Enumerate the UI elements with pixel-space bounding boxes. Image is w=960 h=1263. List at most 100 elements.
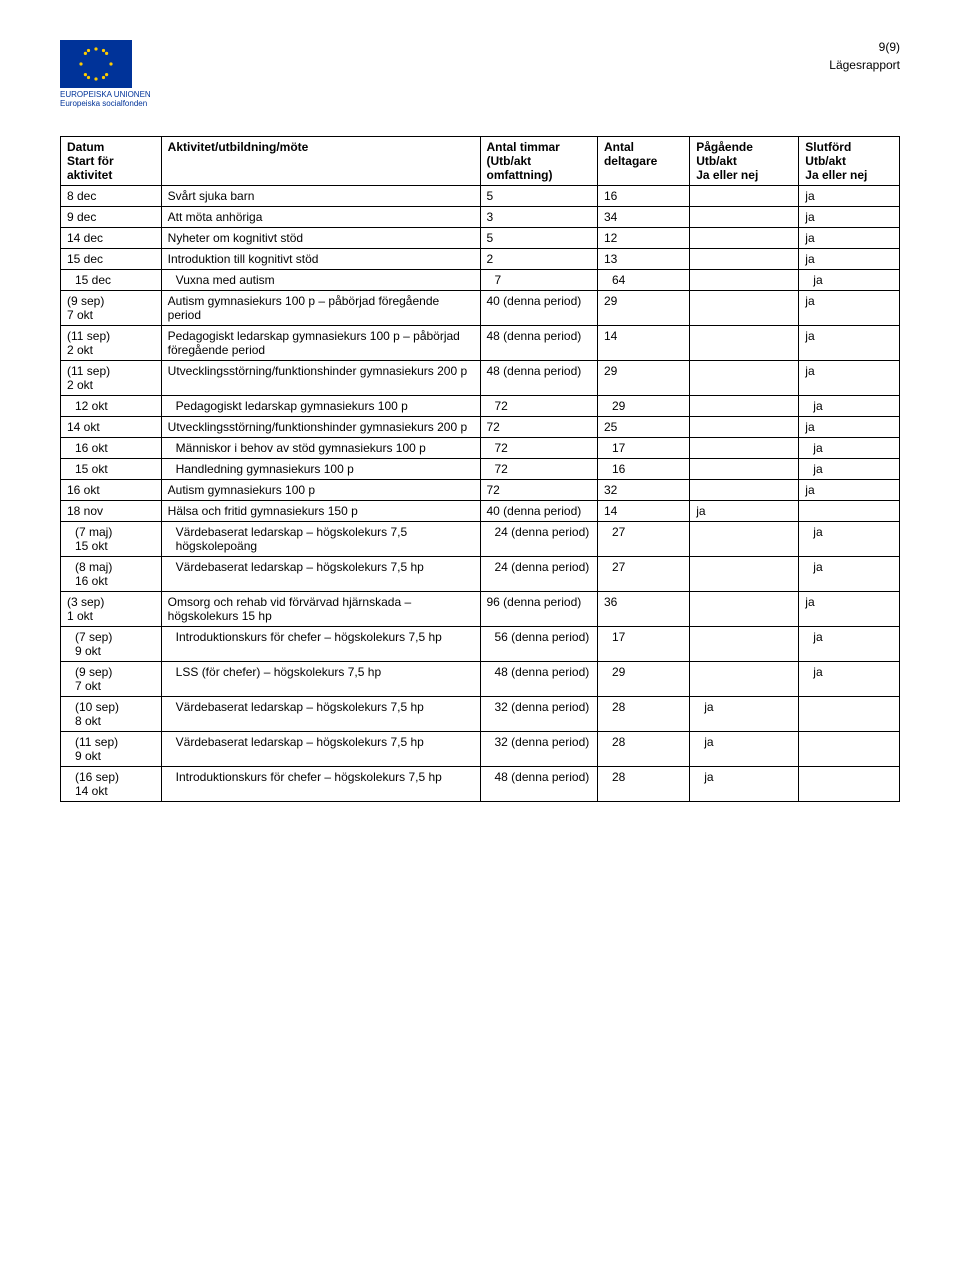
col-header-date-l3: aktivitet	[67, 168, 112, 182]
cell-c4: 16	[597, 459, 689, 480]
cell-c1: (11 sep)2 okt	[61, 361, 162, 396]
col-header-completed-l1: Slutförd	[805, 140, 851, 154]
header-right: 9(9) Lägesrapport	[829, 40, 900, 72]
cell-c4: 64	[597, 270, 689, 291]
eu-flag-icon	[60, 40, 132, 88]
cell-c3: 32 (denna period)	[480, 697, 597, 732]
cell-c3: 32 (denna period)	[480, 732, 597, 767]
cell-c6: ja	[799, 396, 900, 417]
cell-c6: ja	[799, 480, 900, 501]
table-row: (10 sep)8 oktVärdebaserat ledarskap – hö…	[61, 697, 900, 732]
cell-c6: ja	[799, 186, 900, 207]
cell-c6: ja	[799, 249, 900, 270]
cell-c3: 24 (denna period)	[480, 557, 597, 592]
cell-c5	[690, 459, 799, 480]
cell-c1: (3 sep)1 okt	[61, 592, 162, 627]
cell-c5: ja	[690, 732, 799, 767]
table-row: (7 sep)9 oktIntroduktionskurs för chefer…	[61, 627, 900, 662]
table-row: 15 decVuxna med autism764ja	[61, 270, 900, 291]
cell-c2: Svårt sjuka barn	[161, 186, 480, 207]
cell-c1: (7 maj)15 okt	[61, 522, 162, 557]
cell-c1: 14 okt	[61, 417, 162, 438]
cell-c5	[690, 249, 799, 270]
cell-c4: 34	[597, 207, 689, 228]
cell-c2: Utvecklingsstörning/funktionshinder gymn…	[161, 417, 480, 438]
table-header-row: Datum Start för aktivitet Aktivitet/utbi…	[61, 137, 900, 186]
table-row: 8 decSvårt sjuka barn516 ja	[61, 186, 900, 207]
cell-c1: 12 okt	[61, 396, 162, 417]
cell-c2: Vuxna med autism	[161, 270, 480, 291]
cell-c3: 56 (denna period)	[480, 627, 597, 662]
cell-c5	[690, 480, 799, 501]
cell-c6	[799, 501, 900, 522]
cell-c1: (11 sep)9 okt	[61, 732, 162, 767]
cell-c3: 72	[480, 480, 597, 501]
table-row: (7 maj)15 oktVärdebaserat ledarskap – hö…	[61, 522, 900, 557]
cell-c4: 29	[597, 291, 689, 326]
col-header-ongoing-l2: Utb/akt	[696, 154, 737, 168]
table-body: 8 decSvårt sjuka barn516ja9 decAtt möta …	[61, 186, 900, 802]
cell-c4: 13	[597, 249, 689, 270]
page-number: 9(9)	[829, 40, 900, 54]
table-row: (9 sep)7 oktLSS (för chefer) – högskolek…	[61, 662, 900, 697]
table-row: 14 oktUtvecklingsstörning/funktionshinde…	[61, 417, 900, 438]
col-header-participants-l2: deltagare	[604, 154, 657, 168]
cell-c1: 16 okt	[61, 480, 162, 501]
cell-c5	[690, 186, 799, 207]
cell-c1: 8 dec	[61, 186, 162, 207]
cell-c3: 48 (denna period)	[480, 767, 597, 802]
cell-c2: Värdebaserat ledarskap – högskolekurs 7,…	[161, 522, 480, 557]
cell-c3: 3	[480, 207, 597, 228]
cell-c4: 14	[597, 501, 689, 522]
cell-c3: 72	[480, 459, 597, 480]
cell-c1: (9 sep)7 okt	[61, 291, 162, 326]
cell-c4: 32	[597, 480, 689, 501]
cell-c5	[690, 228, 799, 249]
cell-c4: 28	[597, 767, 689, 802]
table-row: (8 maj)16 oktVärdebaserat ledarskap – hö…	[61, 557, 900, 592]
cell-c2: Pedagogiskt ledarskap gymnasiekurs 100 p	[161, 396, 480, 417]
cell-c2: Introduktionskurs för chefer – högskolek…	[161, 767, 480, 802]
cell-c3: 48 (denna period)	[480, 326, 597, 361]
cell-c5	[690, 396, 799, 417]
cell-c5	[690, 291, 799, 326]
cell-c4: 29	[597, 361, 689, 396]
cell-c5	[690, 417, 799, 438]
cell-c1: 18 nov	[61, 501, 162, 522]
cell-c2: Hälsa och fritid gymnasiekurs 150 p	[161, 501, 480, 522]
cell-c6: ja	[799, 270, 900, 291]
cell-c3: 96 (denna period)	[480, 592, 597, 627]
cell-c3: 5	[480, 186, 597, 207]
col-header-participants-l1: Antal	[604, 140, 634, 154]
col-header-hours-l3: omfattning)	[487, 168, 553, 182]
cell-c1: (9 sep)7 okt	[61, 662, 162, 697]
cell-c6: ja	[799, 557, 900, 592]
col-header-date: Datum Start för aktivitet	[61, 137, 162, 186]
cell-c1: (10 sep)8 okt	[61, 697, 162, 732]
cell-c1: (16 sep)14 okt	[61, 767, 162, 802]
table-row: 16 oktAutism gymnasiekurs 100 p7232ja	[61, 480, 900, 501]
cell-c2: Introduktionskurs för chefer – högskolek…	[161, 627, 480, 662]
table-row: 15 decIntroduktion till kognitivt stöd21…	[61, 249, 900, 270]
table-row: 15 oktHandledning gymnasiekurs 100 p7216…	[61, 459, 900, 480]
col-header-activity: Aktivitet/utbildning/möte	[161, 137, 480, 186]
cell-c5	[690, 627, 799, 662]
cell-c6: ja	[799, 522, 900, 557]
cell-c5	[690, 592, 799, 627]
cell-c5	[690, 522, 799, 557]
cell-c5: ja	[690, 767, 799, 802]
cell-c3: 40 (denna period)	[480, 501, 597, 522]
table-row: (9 sep)7 oktAutism gymnasiekurs 100 p – …	[61, 291, 900, 326]
cell-c4: 29	[597, 662, 689, 697]
cell-c5	[690, 557, 799, 592]
cell-c3: 7	[480, 270, 597, 291]
cell-c2: Värdebaserat ledarskap – högskolekurs 7,…	[161, 557, 480, 592]
cell-c4: 16	[597, 186, 689, 207]
cell-c6: ja	[799, 662, 900, 697]
activity-table: Datum Start för aktivitet Aktivitet/utbi…	[60, 136, 900, 802]
cell-c3: 72	[480, 396, 597, 417]
table-row: 16 oktMänniskor i behov av stöd gymnasie…	[61, 438, 900, 459]
cell-c2: Introduktion till kognitivt stöd	[161, 249, 480, 270]
cell-c4: 29	[597, 396, 689, 417]
col-header-ongoing-l1: Pågående	[696, 140, 753, 154]
